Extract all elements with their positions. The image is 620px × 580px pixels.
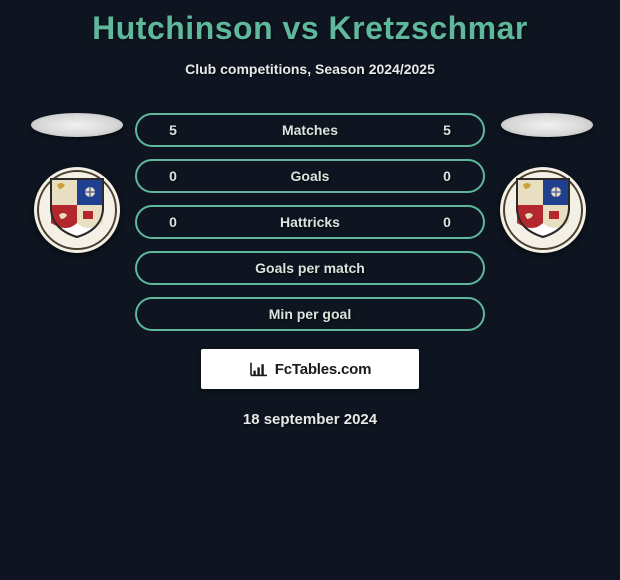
- stat-label: Hattricks: [193, 214, 427, 230]
- left-player-placeholder: [31, 113, 123, 137]
- stat-row-min-per-goal: Min per goal: [135, 297, 485, 331]
- stat-value-left: 0: [153, 214, 193, 230]
- stat-row-goals-per-match: Goals per match: [135, 251, 485, 285]
- left-player-side: [27, 113, 127, 253]
- stat-row-hattricks: 0 Hattricks 0: [135, 205, 485, 239]
- brand-box: FcTables.com: [201, 349, 419, 389]
- right-player-placeholder: [501, 113, 593, 137]
- stats-column: 5 Matches 5 0 Goals 0 0 Hattricks 0 Goal…: [135, 113, 485, 331]
- stat-value-left: 0: [153, 168, 193, 184]
- stat-value-right: 0: [427, 214, 467, 230]
- stat-value-right: 0: [427, 168, 467, 184]
- stat-row-goals: 0 Goals 0: [135, 159, 485, 193]
- stat-row-matches: 5 Matches 5: [135, 113, 485, 147]
- bar-chart-icon: [249, 361, 269, 377]
- shield-icon: [47, 175, 107, 239]
- left-club-crest: [34, 167, 120, 253]
- right-player-side: [493, 113, 593, 253]
- stat-label: Goals per match: [255, 260, 365, 276]
- brand-label: FcTables.com: [275, 361, 372, 378]
- stat-label: Matches: [193, 122, 427, 138]
- date-label: 18 september 2024: [0, 411, 620, 428]
- right-club-crest: [500, 167, 586, 253]
- shield-icon: [513, 175, 573, 239]
- subtitle: Club competitions, Season 2024/2025: [0, 61, 620, 77]
- stat-value-left: 5: [153, 122, 193, 138]
- page-title: Hutchinson vs Kretzschmar: [0, 0, 620, 47]
- stat-value-right: 5: [427, 122, 467, 138]
- stat-label: Min per goal: [269, 306, 351, 322]
- comparison-content: 5 Matches 5 0 Goals 0 0 Hattricks 0 Goal…: [0, 113, 620, 331]
- stat-label: Goals: [193, 168, 427, 184]
